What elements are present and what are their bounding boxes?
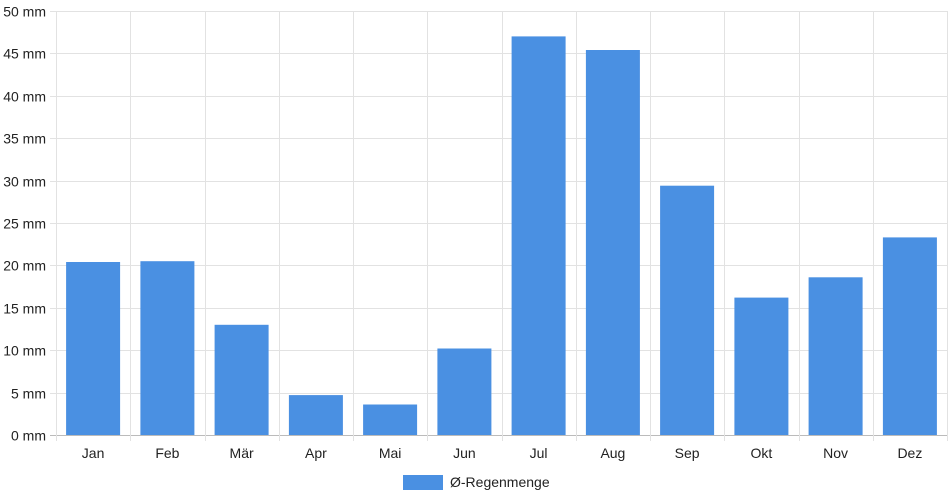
x-tick-label: Mai <box>379 445 402 461</box>
x-tick-label: Jul <box>530 445 548 461</box>
legend-label[interactable]: Ø-Regenmenge <box>450 474 550 490</box>
x-axis: Jan Feb Mär Apr Mai Jun Jul Aug Sep Okt Nov Dez <box>82 445 923 461</box>
y-tick-label: 35 mm <box>3 131 46 147</box>
bar-mär[interactable] <box>214 324 269 435</box>
x-tick-label: Apr <box>305 445 327 461</box>
y-tick-label: 40 mm <box>3 89 46 105</box>
y-tick-label: 30 mm <box>3 174 46 190</box>
grid-lines <box>50 11 948 441</box>
y-tick-label: 25 mm <box>3 216 46 232</box>
x-tick-label: Sep <box>675 445 700 461</box>
y-tick-label: 5 mm <box>11 386 46 402</box>
bar-feb[interactable] <box>140 261 195 435</box>
y-axis: 0 mm 5 mm 10 mm 15 mm 20 mm 25 mm 30 mm 35 mm 40… <box>3 4 46 444</box>
y-tick-label: 20 mm <box>3 258 46 274</box>
x-tick-label: Okt <box>751 445 773 461</box>
bar-mai[interactable] <box>363 404 418 436</box>
x-tick-label: Jun <box>453 445 476 461</box>
y-tick-label: 10 mm <box>3 343 46 359</box>
x-tick-label: Feb <box>155 445 179 461</box>
bar-aug[interactable] <box>585 50 640 435</box>
bar-jul[interactable] <box>511 36 566 436</box>
y-tick-label: 50 mm <box>3 4 46 20</box>
x-tick-label: Jan <box>82 445 105 461</box>
y-tick-label: 15 mm <box>3 301 46 317</box>
x-tick-label: Dez <box>897 445 922 461</box>
bar-nov[interactable] <box>808 277 863 435</box>
bar-jun[interactable] <box>437 348 492 436</box>
y-tick-label: 45 mm <box>3 46 46 62</box>
bars <box>66 36 937 436</box>
legend[interactable]: Ø-Regenmenge <box>403 474 550 490</box>
legend-swatch[interactable] <box>403 475 443 490</box>
x-tick-label: Aug <box>600 445 625 461</box>
x-tick-label: Nov <box>823 445 848 461</box>
bar-sep[interactable] <box>660 185 715 435</box>
bar-okt[interactable] <box>734 297 789 435</box>
bar-apr[interactable] <box>288 395 343 435</box>
x-tick-label: Mär <box>230 445 254 461</box>
bar-jan[interactable] <box>66 262 121 435</box>
y-tick-label: 0 mm <box>11 428 46 444</box>
bar-dez[interactable] <box>882 237 937 435</box>
